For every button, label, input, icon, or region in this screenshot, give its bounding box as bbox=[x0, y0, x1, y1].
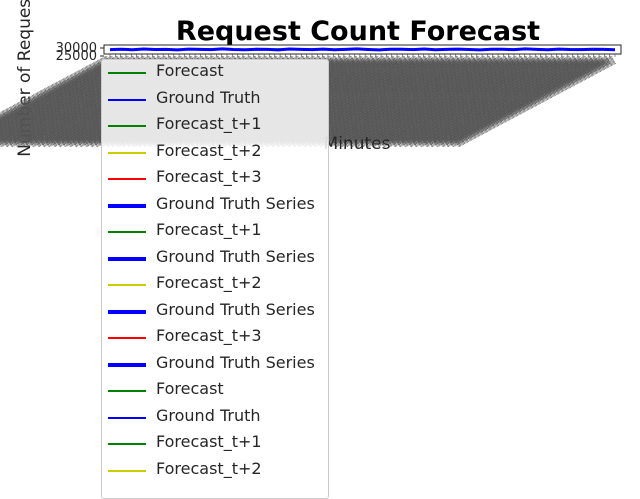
legend-entry: Forecast_t+2 bbox=[102, 272, 328, 298]
legend-line-swatch bbox=[108, 416, 146, 419]
chart-title: Request Count Forecast bbox=[176, 16, 540, 47]
x-axis-label: Minutes bbox=[324, 134, 391, 154]
y-axis-label: Number of Requests bbox=[15, 0, 35, 157]
legend-entry: Forecast_t+2 bbox=[102, 140, 328, 166]
legend-line-swatch bbox=[108, 362, 146, 367]
legend-entry: Ground Truth Series bbox=[102, 352, 328, 378]
legend-label: Forecast_t+1 bbox=[156, 220, 262, 239]
legend-label: Forecast bbox=[156, 379, 224, 398]
legend-entry: Ground Truth bbox=[102, 405, 328, 431]
legend-entry: Forecast bbox=[102, 60, 328, 86]
legend-label: Forecast_t+2 bbox=[156, 273, 262, 292]
legend-line-swatch bbox=[108, 125, 146, 127]
legend-label: Forecast_t+3 bbox=[156, 326, 262, 345]
series-lines bbox=[109, 47, 616, 52]
legend-label: Ground Truth bbox=[156, 405, 261, 425]
legend-label: Ground Truth Series bbox=[156, 246, 315, 266]
legend-entry: Forecast_t+1 bbox=[102, 431, 328, 457]
legend-entry: Forecast_t+1 bbox=[102, 113, 328, 139]
legend-line-swatch bbox=[108, 203, 146, 208]
legend-line-swatch bbox=[108, 390, 146, 392]
legend-line-swatch bbox=[108, 309, 146, 314]
legend-line-swatch bbox=[108, 151, 146, 154]
legend-entry: Ground Truth Series bbox=[102, 193, 328, 219]
legend-label: Forecast_t+1 bbox=[156, 432, 262, 451]
legend-label: Forecast_t+1 bbox=[156, 114, 262, 133]
legend-line-swatch bbox=[108, 443, 146, 445]
legend-label: Ground Truth bbox=[156, 87, 261, 107]
legend-entry: Forecast_t+3 bbox=[102, 325, 328, 351]
legend-entry: Forecast_t+3 bbox=[102, 166, 328, 192]
y-tick-label: 25000 bbox=[56, 49, 97, 64]
legend-label: Ground Truth Series bbox=[156, 193, 315, 213]
legend-line-swatch bbox=[108, 231, 146, 233]
legend-label: Forecast_t+3 bbox=[156, 167, 262, 186]
legend-line-swatch bbox=[108, 256, 146, 261]
legend-entry: Forecast_t+1 bbox=[102, 219, 328, 245]
series-line-ground-truth-series bbox=[109, 47, 616, 52]
legend-entry: Ground Truth Series bbox=[102, 299, 328, 325]
legend-label: Ground Truth Series bbox=[156, 299, 315, 319]
legend-line-swatch bbox=[108, 178, 146, 180]
y-tick-label: 30000 bbox=[56, 41, 97, 56]
legend-line-swatch bbox=[108, 72, 146, 74]
legend-label: Forecast bbox=[156, 61, 224, 80]
legend-entry: Forecast_t+2 bbox=[102, 458, 328, 484]
legend-entry: Forecast bbox=[102, 378, 328, 404]
plot-area bbox=[103, 44, 622, 55]
legend-label: Ground Truth Series bbox=[156, 352, 315, 372]
legend-label: Forecast_t+2 bbox=[156, 458, 262, 478]
legend-entry: Ground Truth Series bbox=[102, 246, 328, 272]
chart-legend: Forecast Ground Truth Forecast_t+1 Forecast… bbox=[101, 59, 329, 499]
legend-label: Forecast_t+2 bbox=[156, 140, 262, 160]
legend-line-swatch bbox=[108, 469, 146, 472]
legend-line-swatch bbox=[108, 98, 146, 101]
legend-entry: Ground Truth bbox=[102, 87, 328, 113]
legend-line-swatch bbox=[108, 284, 146, 286]
legend-line-swatch bbox=[108, 337, 146, 339]
